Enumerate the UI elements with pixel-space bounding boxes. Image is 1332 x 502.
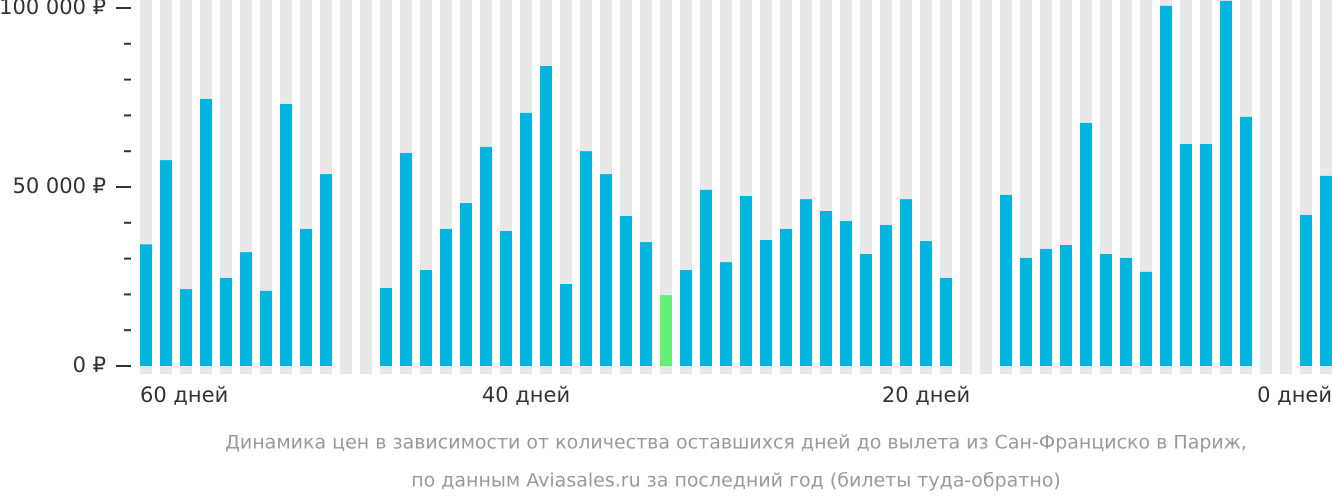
bar (280, 103, 292, 366)
bar (1240, 116, 1252, 366)
slot-background (1260, 0, 1272, 374)
slot-background (340, 0, 352, 374)
caption-line: по данным Aviasales.ru за последний год … (411, 470, 1061, 492)
bar (1300, 214, 1312, 366)
y-tick-label: 100 000 ₽ (0, 0, 106, 19)
bar (640, 242, 652, 366)
bar (1080, 122, 1092, 366)
x-tick-label: 0 дней (1257, 383, 1332, 407)
bar (420, 270, 432, 366)
bar (200, 98, 212, 366)
bar (460, 203, 472, 366)
bar (140, 244, 152, 366)
bar (800, 199, 812, 366)
bar (1180, 144, 1192, 366)
bar (880, 224, 892, 366)
bar (620, 215, 632, 366)
bar (1320, 175, 1332, 366)
bar (920, 241, 932, 366)
bar (1100, 253, 1112, 366)
bar (1020, 257, 1032, 366)
bar (500, 231, 512, 366)
y-tick-label: 0 ₽ (73, 353, 106, 377)
x-tick-label: 40 дней (482, 383, 570, 407)
slot-background (960, 0, 972, 374)
bar (1160, 5, 1172, 367)
bar (780, 228, 792, 366)
slot-background (980, 0, 992, 374)
bar (480, 146, 492, 366)
slot-background (360, 0, 372, 374)
bar (580, 151, 592, 366)
bar (1000, 194, 1012, 366)
bar (1140, 271, 1152, 366)
slot-background (180, 0, 192, 374)
bar (260, 290, 272, 366)
bar (1200, 144, 1212, 366)
slot-background (660, 0, 672, 374)
bar (940, 277, 952, 366)
bar (560, 284, 572, 366)
bar (300, 228, 312, 366)
bar (1220, 0, 1232, 367)
bar (240, 252, 252, 366)
x-tick-label: 60 дней (140, 383, 228, 407)
slot-background (260, 0, 272, 374)
bar (720, 262, 732, 366)
bar (600, 174, 612, 366)
bar (380, 287, 392, 366)
bar (760, 239, 772, 366)
slot-background (380, 0, 392, 374)
bar (400, 152, 412, 366)
bar (220, 277, 232, 366)
slot-background (1280, 0, 1292, 374)
slot-background (560, 0, 572, 374)
bar (740, 195, 752, 366)
x-tick-label: 20 дней (882, 383, 970, 407)
y-tick-label: 50 000 ₽ (12, 174, 106, 198)
bar (160, 160, 172, 366)
bar (440, 228, 452, 366)
bar (860, 253, 872, 366)
bar (520, 112, 532, 366)
bar (900, 199, 912, 366)
caption-line: Динамика цен в зависимости от количества… (225, 432, 1247, 454)
bar (660, 295, 672, 366)
bar (840, 221, 852, 366)
bar (680, 270, 692, 366)
bar (180, 289, 192, 366)
bar (700, 189, 712, 366)
bar (1060, 244, 1072, 366)
bar (1040, 248, 1052, 366)
bar (540, 65, 552, 366)
bar (1120, 257, 1132, 366)
bar (820, 210, 832, 366)
bar (320, 174, 332, 366)
